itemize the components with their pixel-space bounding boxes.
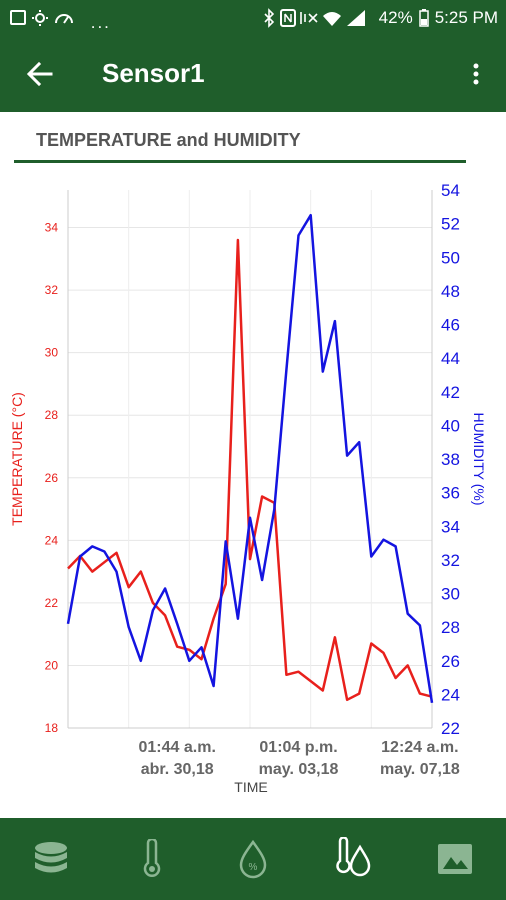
- status-left-icons: ...: [10, 8, 111, 33]
- right-tick-label: 34: [441, 517, 460, 536]
- right-tick-label: 42: [441, 383, 460, 402]
- temp-humidity-icon: [336, 837, 371, 877]
- left-tick-label: 28: [45, 408, 59, 422]
- chart-series: [66, 213, 434, 703]
- x-tick-label: 01:44 a.m.: [139, 739, 216, 756]
- nav-temperature[interactable]: [122, 829, 182, 889]
- overflow-menu-button[interactable]: [464, 56, 488, 92]
- chart-axes: [67, 190, 433, 729]
- status-time: 5:25 PM: [434, 8, 498, 27]
- temperature-line: [67, 238, 433, 702]
- status-bar: ... 42% 5:25 PM: [0, 0, 506, 36]
- left-tick-label: 24: [45, 533, 59, 547]
- right-tick-label: 48: [441, 282, 460, 301]
- left-tick-label: 26: [45, 471, 59, 485]
- nav-humidity[interactable]: %: [223, 829, 283, 889]
- right-tick-label: 52: [441, 215, 460, 234]
- battery-icon: [418, 9, 429, 27]
- more-vertical-icon: [473, 63, 479, 85]
- left-tick-label: 18: [45, 721, 59, 735]
- battery-percent: 42%: [378, 8, 413, 27]
- database-icon: [34, 842, 67, 873]
- right-tick-label: 50: [441, 248, 460, 267]
- right-tick-label: 54: [441, 181, 460, 200]
- status-indicator-icons: [264, 8, 365, 28]
- x-tick-label: 01:04 p.m.: [259, 739, 337, 756]
- x-tick-label: abr. 30,18: [141, 761, 214, 778]
- chart-labels: 18 20 22 24 26 28 30 32 34 22 24 26 28 30 32 34 36 38 40 42…: [9, 181, 487, 795]
- humidity-line: [66, 213, 434, 703]
- right-tick-label: 26: [441, 652, 460, 671]
- back-button[interactable]: [22, 56, 58, 92]
- thermometer-icon: [143, 839, 161, 877]
- humidity-icon: %: [239, 839, 267, 879]
- x-tick-label: 12:24 a.m.: [381, 739, 458, 756]
- right-tick-label: 32: [441, 551, 460, 570]
- x-tick-label: may. 03,18: [259, 761, 339, 778]
- svg-text:%: %: [249, 862, 258, 873]
- section-divider: [14, 160, 466, 163]
- app-bar: Sensor1: [0, 36, 506, 112]
- right-tick-label: 40: [441, 416, 460, 435]
- right-tick-label: 22: [441, 719, 460, 738]
- right-tick-label: 46: [441, 316, 460, 335]
- nav-temp-humidity[interactable]: [324, 829, 384, 889]
- chart-svg: 18 20 22 24 26 28 30 32 34 22 24 26 28 30 32 34 36 38 40 42…: [9, 181, 487, 795]
- bottom-nav: %: [0, 818, 506, 900]
- temperature-humidity-chart[interactable]: 18 20 22 24 26 28 30 32 34 22 24 26 28 30 32 34 36 38 40 42…: [0, 180, 506, 810]
- status-right: 42% 5:25 PM: [261, 8, 498, 28]
- right-tick-label: 44: [441, 349, 460, 368]
- page-title: Sensor1: [102, 58, 205, 88]
- nav-image[interactable]: [425, 829, 485, 889]
- arrow-back-icon: [27, 61, 53, 87]
- nav-database[interactable]: [21, 829, 81, 889]
- right-axis-title: HUMIDITY (%): [471, 412, 487, 505]
- right-tick-label: 30: [441, 585, 460, 604]
- x-axis-title: TIME: [234, 779, 267, 795]
- left-tick-label: 34: [45, 221, 59, 235]
- left-tick-label: 22: [45, 596, 59, 610]
- left-axis-title: TEMPERATURE (°C): [9, 392, 25, 526]
- left-tick-label: 20: [45, 658, 59, 672]
- status-overflow: ...: [90, 13, 111, 32]
- right-tick-label: 28: [441, 618, 460, 637]
- left-tick-label: 30: [45, 346, 59, 360]
- left-tick-label: 32: [45, 283, 59, 297]
- notification-icons: [10, 10, 73, 26]
- section-title: TEMPERATURE and HUMIDITY: [36, 130, 301, 150]
- right-tick-label: 24: [441, 685, 460, 704]
- image-icon: [438, 844, 473, 874]
- right-tick-label: 38: [441, 450, 460, 469]
- right-tick-label: 36: [441, 484, 460, 503]
- x-tick-label: may. 07,18: [380, 761, 460, 778]
